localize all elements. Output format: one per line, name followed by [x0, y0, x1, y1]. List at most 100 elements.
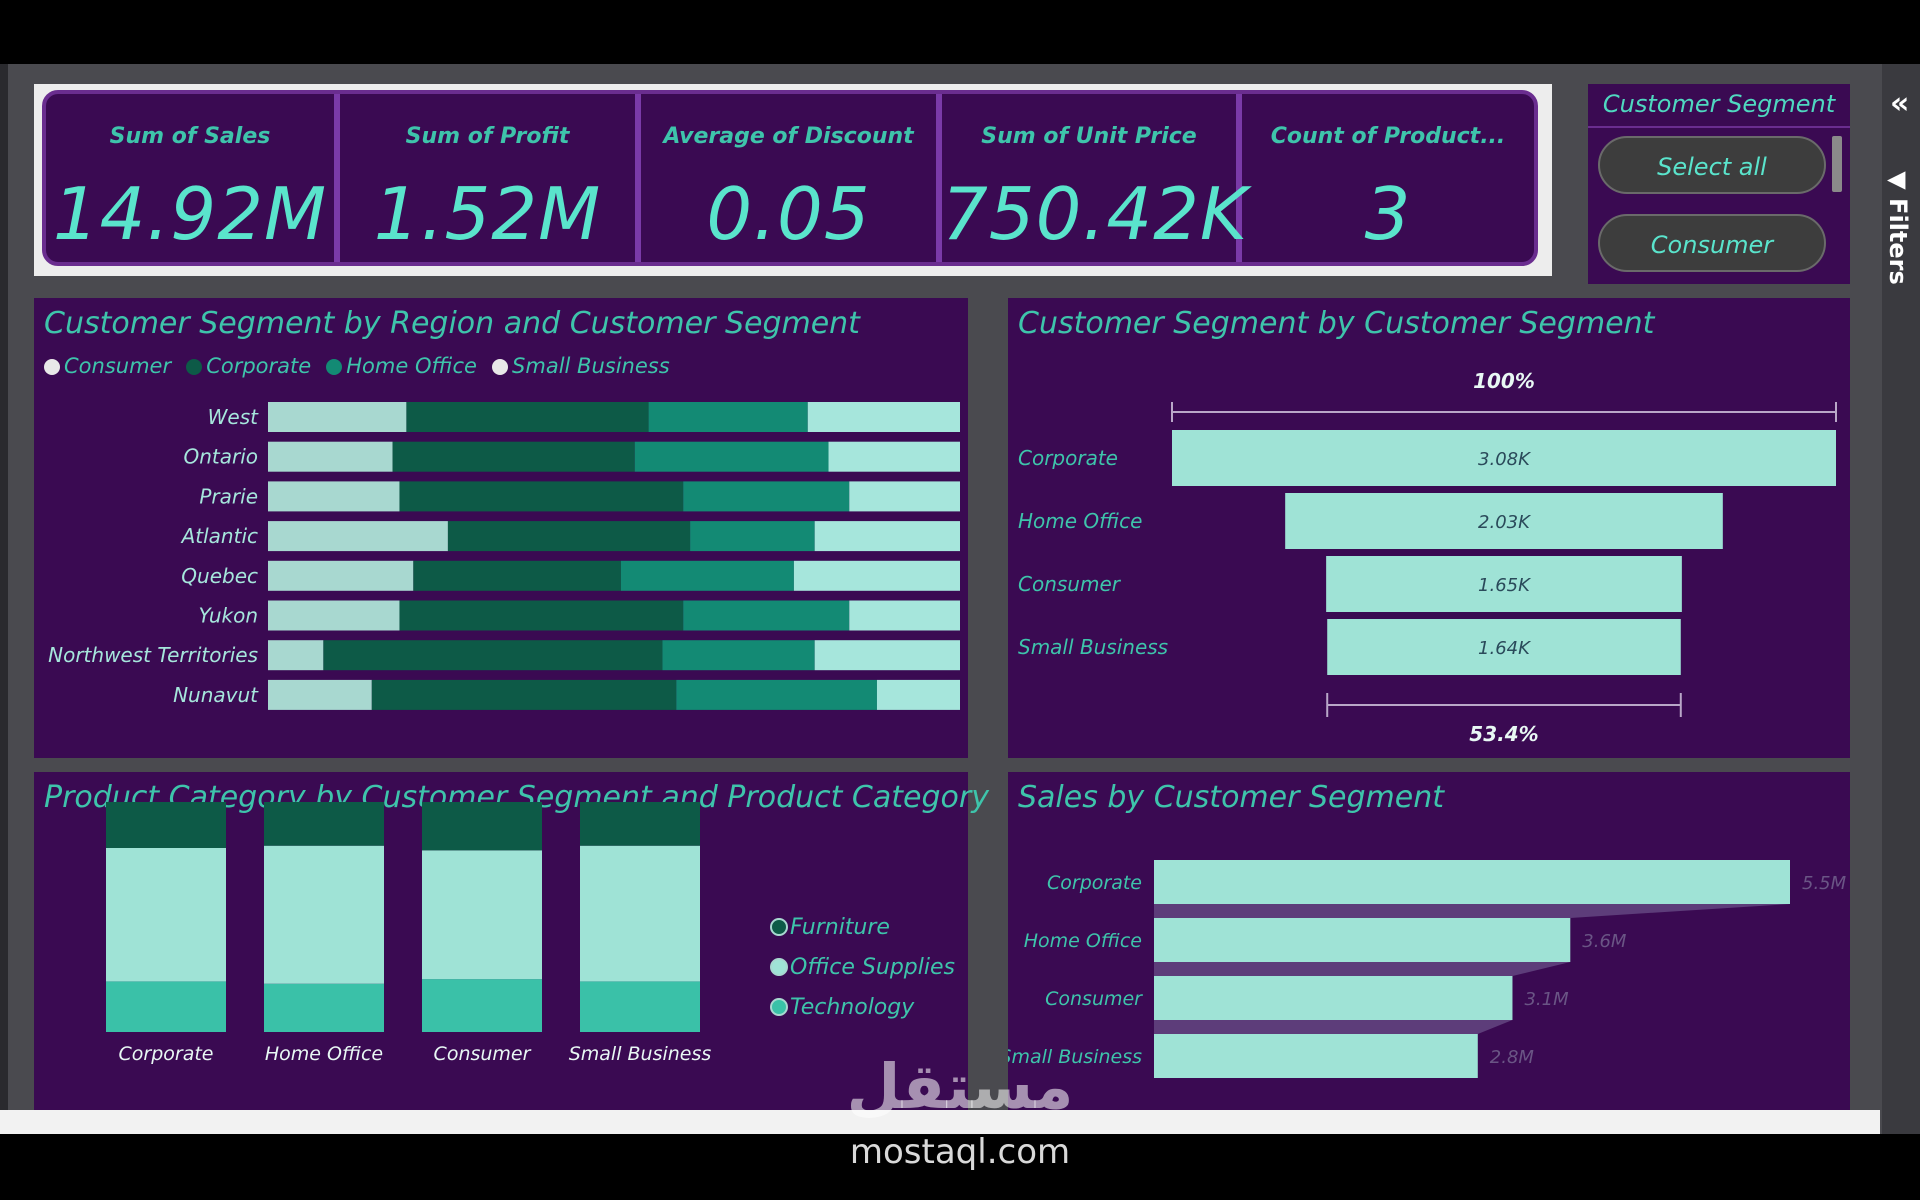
collapse-chevron-icon[interactable]: « — [1890, 86, 1910, 121]
category-label: Atlantic — [180, 524, 258, 548]
left-edge — [0, 64, 8, 1134]
bar-segment — [422, 850, 542, 980]
data-label: 5.5M — [1802, 873, 1847, 894]
legend-item[interactable]: Consumer — [44, 354, 171, 378]
category-label: Ontario — [183, 445, 258, 469]
bar-segment — [793, 560, 960, 591]
legend-dot-icon — [492, 359, 509, 375]
bar-segment — [422, 802, 542, 851]
legend-item[interactable]: Corporate — [186, 354, 311, 378]
chart-title: Customer Segment by Customer Segment — [1018, 306, 1655, 341]
slicer-option-select-all[interactable]: Select all — [1598, 136, 1826, 194]
filters-label[interactable]: ▼ Filters — [1884, 168, 1912, 288]
filter-funnel-icon: ▼ — [1884, 171, 1912, 190]
category-label: Consumer — [1045, 988, 1143, 1010]
bar-segment — [106, 848, 226, 982]
watermark-latin: mostaql.com — [849, 1132, 1071, 1172]
data-label: 3.1M — [1524, 989, 1569, 1010]
kpi-label: Sum of Sales — [109, 124, 271, 149]
connector-ribbon — [1154, 962, 1571, 976]
bar-segment — [690, 521, 815, 552]
bar-segment — [268, 640, 324, 671]
slicer-option-consumer[interactable]: Consumer — [1598, 214, 1826, 272]
customer-segment-slicer: Customer Segment Select all Consumer — [1588, 84, 1850, 284]
kpi-card-profit[interactable]: Sum of Profit 1.52M — [340, 94, 641, 262]
category-label: Small Business — [1018, 635, 1168, 659]
data-label: 3.6M — [1582, 931, 1627, 952]
funnel-bar — [1285, 493, 1723, 549]
bar-segment — [662, 640, 815, 671]
category-label: Consumer — [434, 1043, 532, 1065]
legend-item[interactable]: Home Office — [326, 354, 477, 378]
legend-label: Furniture — [790, 915, 890, 940]
legend-label: Small Business — [512, 354, 670, 378]
bar-segment — [580, 845, 700, 982]
connector-ribbon — [1154, 1020, 1513, 1034]
legend-item[interactable]: Small Business — [492, 354, 670, 378]
bar-segment — [814, 640, 960, 671]
kpi-value: 750.42K — [942, 172, 1249, 256]
bar-segment — [849, 600, 960, 631]
bar-segment — [399, 481, 684, 512]
sales-chart-card[interactable]: Sales by Customer Segment Corporate 5.5M H… — [1008, 772, 1850, 1114]
category-label: Prarie — [199, 484, 258, 508]
filters-pane[interactable]: « ▼ Filters — [1882, 64, 1920, 1134]
kpi-card-unit-price[interactable]: Sum of Unit Price 750.42K — [942, 94, 1249, 262]
funnel-chart-card[interactable]: Customer Segment by Customer Segment 100… — [1008, 298, 1850, 758]
bar-segment — [264, 845, 384, 984]
data-label: 1.64K — [1478, 638, 1531, 659]
bar-segment — [106, 802, 226, 848]
page-tabs-strip[interactable] — [0, 1110, 1880, 1134]
region-chart-plot: West Ontario Prarie Atlantic Quebec Yukon Nort… — [48, 402, 960, 710]
bar-segment — [620, 560, 794, 591]
filters-text: Filters — [1884, 198, 1912, 285]
category-label: Northwest Territories — [48, 643, 258, 667]
category-label: Home Office — [1024, 930, 1142, 952]
watermark-arabic: مستقل — [846, 1050, 1074, 1123]
region-chart-legend: Consumer Corporate Home Office Small Bus… — [44, 354, 680, 378]
category-label: Consumer — [1018, 572, 1122, 596]
legend-label: Home Office — [346, 354, 477, 378]
kpi-value: 3 — [1364, 172, 1412, 256]
slicer-divider — [1588, 126, 1850, 128]
kpi-label: Count of Product... — [1270, 124, 1506, 149]
category-chart-card[interactable]: Product Category by Customer Segment and… — [34, 772, 989, 1114]
bar-segment — [447, 521, 691, 552]
kpi-card-product-count[interactable]: Count of Product... 3 — [1242, 94, 1534, 262]
bar-segment — [268, 441, 393, 472]
kpi-cards: Sum of Sales 14.92M Sum of Profit 1.52M … — [42, 90, 1538, 266]
category-chart-plot: Corporate Home Office Consumer Small Busine… — [106, 802, 955, 1065]
category-label: Small Business — [1008, 1046, 1142, 1068]
category-label: Corporate — [119, 1043, 214, 1065]
kpi-card-discount[interactable]: Average of Discount 0.05 — [641, 94, 942, 262]
bar-segment — [676, 679, 877, 710]
bar-segment — [268, 600, 400, 631]
slicer-scrollbar[interactable] — [1832, 136, 1842, 192]
bar-segment — [648, 402, 808, 432]
category-label: Home Office — [265, 1043, 383, 1065]
legend-dot-icon — [186, 359, 203, 375]
category-label: Home Office — [1018, 509, 1142, 533]
bar-segment — [264, 802, 384, 846]
legend-dot-icon — [770, 998, 788, 1016]
funnel-bar — [1327, 619, 1681, 675]
category-label: Quebec — [181, 564, 258, 588]
sales-bar — [1154, 918, 1571, 962]
bar-segment — [106, 981, 226, 1032]
legend-label: Corporate — [206, 354, 312, 378]
bar-segment — [268, 402, 407, 432]
kpi-panel: Sum of Sales 14.92M Sum of Profit 1.52M … — [34, 84, 1552, 276]
bar-segment — [422, 979, 542, 1032]
bar-segment — [580, 981, 700, 1032]
data-label: 2.03K — [1478, 512, 1531, 533]
sales-bar — [1154, 976, 1513, 1020]
bar-segment — [371, 679, 677, 710]
bar-segment — [814, 521, 960, 552]
legend-dot-icon — [770, 958, 788, 976]
category-label: Small Business — [569, 1043, 712, 1065]
kpi-card-sales[interactable]: Sum of Sales 14.92M — [46, 94, 340, 262]
region-chart-card[interactable]: Customer Segment by Region and Customer … — [34, 298, 968, 758]
bar-segment — [399, 600, 684, 631]
bar-segment — [406, 402, 649, 432]
funnel-bottom-label: 53.4% — [1469, 722, 1538, 746]
